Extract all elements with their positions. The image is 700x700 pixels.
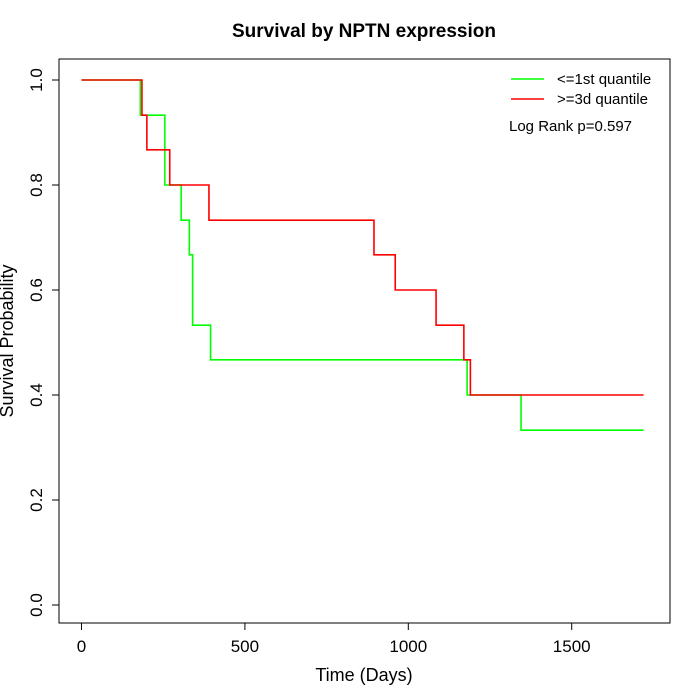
legend: <=1st quantile >=3d quantile (511, 71, 651, 108)
plot-frame (58, 58, 671, 624)
y-tick-label: 0.2 (27, 488, 46, 512)
y-tick-label: 0.8 (27, 173, 46, 197)
series-line-2 (81, 79, 644, 396)
chart-title: Survival by NPTN expression (232, 21, 496, 42)
y-tick-label: 0.4 (27, 383, 46, 407)
x-tick-label: 0 (77, 637, 86, 656)
y-tick-label: 1.0 (27, 68, 46, 92)
y-tick-label: 0.6 (27, 278, 46, 302)
log-rank-annotation: Log Rank p=0.597 (509, 118, 632, 135)
x-tick-label: 1000 (389, 637, 427, 656)
x-tick-label: 500 (231, 637, 259, 656)
axes: 0 500 1000 1500 0.0 0.2 0.4 0.6 0.8 1.0 (27, 68, 591, 656)
y-axis-label: Survival Probability (0, 264, 17, 417)
x-axis-label: Time (Days) (315, 665, 412, 685)
x-tick-label: 1500 (553, 637, 591, 656)
y-tick-label: 0.0 (27, 593, 46, 617)
series-layer (81, 79, 644, 431)
legend-label-1: <=1st quantile (557, 71, 651, 88)
legend-label-2: >=3d quantile (557, 91, 648, 108)
